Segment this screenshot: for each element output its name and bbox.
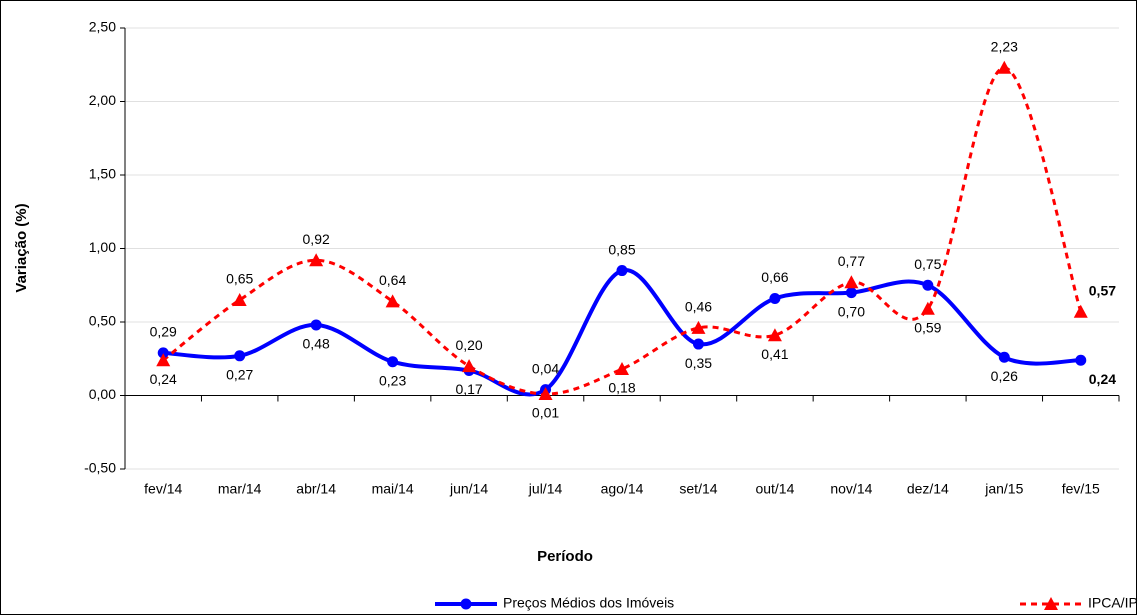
point-marker [234,350,246,362]
point-marker [767,328,782,342]
point-marker [615,362,629,376]
point-marker [691,320,706,334]
legend-marker [1044,597,1058,610]
data-label: 0,70 [838,303,865,319]
data-label: 0,20 [455,337,482,353]
y-tick-label: 2,00 [89,92,116,108]
data-label: 0,04 [532,360,559,376]
data-label: 0,01 [532,405,559,421]
point-marker [920,301,935,315]
series-line [163,268,1081,397]
data-label: 0,85 [608,241,635,257]
point-marker [998,351,1010,363]
data-label: 0,41 [761,346,788,362]
x-tick-label: jul/14 [528,481,563,497]
x-tick-label: fev/14 [144,481,182,497]
point-marker [157,347,169,359]
point-marker [997,60,1012,74]
point-marker [1073,304,1088,318]
point-marker [232,292,247,306]
point-marker [310,319,322,331]
data-label: 0,66 [761,269,788,285]
point-marker [385,294,400,308]
point-marker [387,356,399,368]
y-axis-title: Variação (%) [13,203,30,292]
data-label: 0,18 [608,380,635,396]
legend-marker [460,598,472,610]
data-label: 0,65 [226,271,253,287]
point-marker [1075,354,1087,366]
x-tick-label: mai/14 [372,481,414,497]
data-label: 0,57 [1089,282,1116,298]
point-marker [845,287,857,299]
data-label: 0,64 [379,272,406,288]
y-tick-label: 2,50 [89,19,116,35]
legend-label: IPCA/IPEAD [1088,595,1138,611]
data-label: 0,26 [991,368,1018,384]
data-label: 0,24 [150,371,177,387]
data-label: 0,92 [303,231,330,247]
x-tick-label: jun/14 [449,481,488,497]
x-tick-label: jan/15 [984,481,1023,497]
y-tick-label: 0,50 [89,313,116,329]
x-tick-label: set/14 [679,481,717,497]
series-line [162,66,1083,396]
x-axis-title: Período [537,548,593,565]
y-tick-label: 0,00 [89,386,116,402]
data-label: 0,35 [685,355,712,371]
point-marker [844,275,859,289]
point-marker [616,265,628,277]
point-marker [538,387,553,401]
point-marker [692,338,704,350]
x-tick-label: out/14 [755,481,794,497]
data-label: 0,48 [303,336,330,352]
data-label: 0,59 [914,319,941,335]
x-tick-label: nov/14 [830,481,872,497]
point-marker [922,279,934,291]
data-label: 2,23 [991,38,1018,54]
data-label: 0,27 [226,367,253,383]
data-label: 0,46 [685,299,712,315]
data-label: 0,77 [838,253,865,269]
point-marker [462,359,477,373]
legend-label: Preços Médios dos Imóveis [503,595,674,611]
data-label: 0,75 [914,256,941,272]
x-tick-label: abr/14 [296,481,336,497]
data-label: 0,17 [455,381,482,397]
point-marker [769,292,781,304]
x-tick-label: ago/14 [601,481,644,497]
data-label: 0,24 [1089,371,1116,387]
y-tick-label: 1,50 [89,166,116,182]
point-marker [309,253,324,267]
x-tick-label: fev/15 [1062,481,1100,497]
y-tick-label: 1,00 [89,239,116,255]
data-label: 0,23 [379,372,406,388]
point-marker [156,353,171,367]
x-tick-label: dez/14 [907,481,949,497]
y-tick-label: -0,50 [84,460,116,476]
x-tick-label: mar/14 [218,481,262,497]
data-label: 0,29 [150,324,177,340]
